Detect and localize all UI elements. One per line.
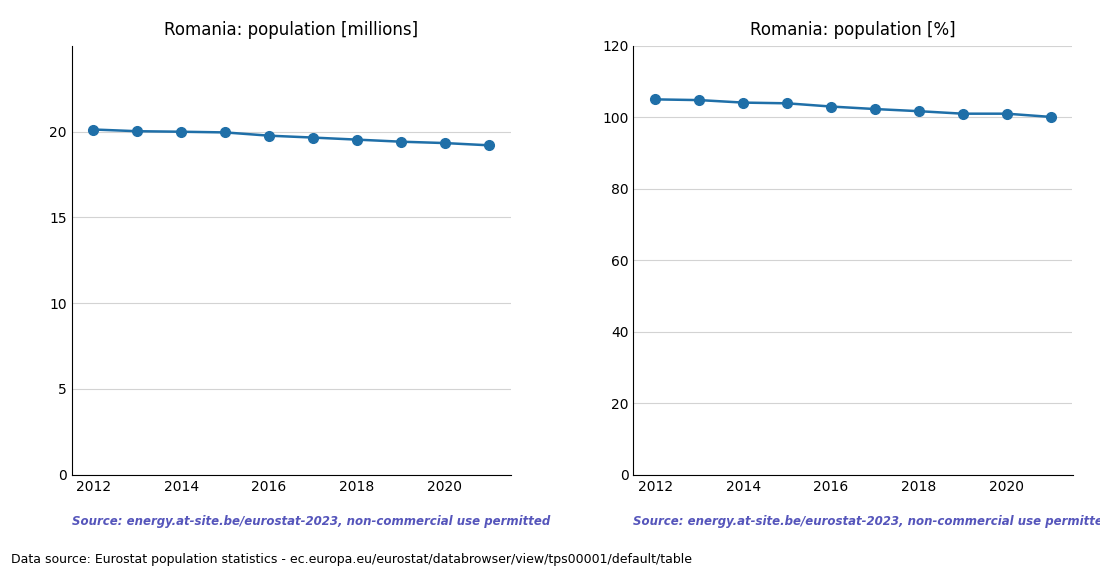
Title: Romania: population [millions]: Romania: population [millions]: [164, 21, 418, 39]
Text: Source: energy.at-site.be/eurostat-2023, non-commercial use permitted: Source: energy.at-site.be/eurostat-2023,…: [72, 515, 550, 528]
Text: Data source: Eurostat population statistics - ec.europa.eu/eurostat/databrowser/: Data source: Eurostat population statist…: [11, 553, 692, 566]
Text: Source: energy.at-site.be/eurostat-2023, non-commercial use permitted: Source: energy.at-site.be/eurostat-2023,…: [634, 515, 1100, 528]
Title: Romania: population [%]: Romania: population [%]: [750, 21, 956, 39]
